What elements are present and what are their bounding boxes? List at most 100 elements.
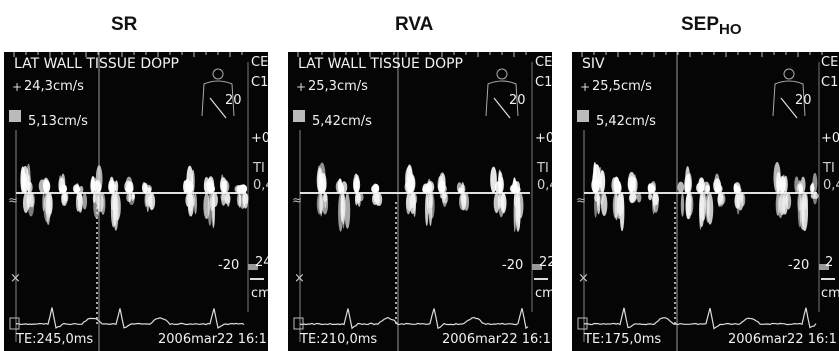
doppler-signal xyxy=(355,185,359,194)
marker-dot xyxy=(96,217,98,219)
marker-dot xyxy=(395,237,397,239)
velocity-1: 24,3cm/s xyxy=(24,79,84,94)
edge-cm: cm xyxy=(535,286,552,301)
doppler-signal xyxy=(100,193,106,215)
doppler-signal xyxy=(620,193,625,214)
doppler-trace-sr: × ≈ + xyxy=(8,52,264,351)
doppler-panel-sr: × ≈ + LAT WALL TISSUE DOPP 24,3cm/s 5,13cm… xyxy=(4,52,268,351)
marker-dot xyxy=(674,207,676,209)
marker-dot xyxy=(96,272,98,274)
plus-marker-icon: + xyxy=(296,80,306,94)
cross-icon: × xyxy=(294,271,305,286)
marker-dot xyxy=(395,272,397,274)
doppler-signal xyxy=(110,193,116,228)
marker-dot xyxy=(395,247,397,249)
cross-icon: × xyxy=(578,271,589,286)
doppler-signal xyxy=(109,176,115,193)
edge-2: C1 xyxy=(821,75,839,90)
doppler-signal xyxy=(124,180,132,193)
doppler-panel-rva: × ≈ + LAT WALL TISSUE DOPP 25,3cm/s 5,42cm… xyxy=(288,52,552,351)
doppler-signal xyxy=(591,170,598,193)
plus-zero: +0 xyxy=(251,131,268,146)
doppler-signal xyxy=(424,193,429,227)
te-readout: TE:210,0ms xyxy=(300,332,378,347)
doppler-signal xyxy=(794,176,799,193)
doppler-signal xyxy=(341,181,348,193)
doppler-signal xyxy=(130,193,135,202)
marker-dot xyxy=(674,217,676,219)
caliper-box-icon xyxy=(9,110,21,122)
marker-dot xyxy=(674,317,676,319)
doppler-signal xyxy=(509,184,518,193)
doppler-signal xyxy=(422,186,428,194)
edge-2: C1 xyxy=(535,75,552,90)
doppler-signal xyxy=(63,193,68,202)
marker-dot xyxy=(674,242,676,244)
title-text: SR xyxy=(111,14,138,35)
scale-marker xyxy=(819,264,829,270)
edge-bottom-number: 24 xyxy=(255,255,268,270)
doppler-signal xyxy=(145,193,151,207)
edge-04: 0,4 xyxy=(537,178,552,193)
doppler-trace-rva: × ≈ + xyxy=(292,52,548,351)
marker-dot xyxy=(395,287,397,289)
marker-dot xyxy=(96,287,98,289)
marker-dot xyxy=(96,222,98,224)
wave-icon: ≈ xyxy=(576,193,586,207)
marker-dot xyxy=(674,212,676,214)
caliper-box-icon xyxy=(577,110,589,122)
ecg-trace xyxy=(15,307,245,329)
doppler-signal xyxy=(82,193,88,210)
marker-dot xyxy=(96,252,98,254)
doppler-signal xyxy=(705,184,711,193)
doppler-signal xyxy=(494,181,502,193)
doppler-signal xyxy=(319,193,323,217)
torso-outline-icon xyxy=(201,80,235,117)
marker-dot xyxy=(96,237,98,239)
marker-dot xyxy=(395,297,397,299)
plus-marker-icon: + xyxy=(12,80,22,94)
marker-dot xyxy=(674,247,676,249)
number-20: 20 xyxy=(509,93,526,108)
doppler-signal xyxy=(775,193,781,216)
doppler-signal xyxy=(812,172,818,193)
doppler-signal xyxy=(649,185,655,193)
marker-dot xyxy=(96,267,98,269)
marker-dot xyxy=(395,217,397,219)
doppler-signal xyxy=(717,193,723,206)
marker-dot xyxy=(96,257,98,259)
marker-dot xyxy=(674,287,676,289)
doppler-signal xyxy=(79,185,84,194)
doppler-signal xyxy=(633,174,637,193)
number-20: 20 xyxy=(795,93,812,108)
velocity-1: 25,5cm/s xyxy=(592,79,652,94)
doppler-signal xyxy=(340,193,344,222)
doppler-signal xyxy=(221,180,227,193)
torso-head-icon xyxy=(783,68,795,80)
plus-zero: +0 xyxy=(535,131,552,146)
velocity-2: 5,42cm/s xyxy=(312,114,372,129)
doppler-signal xyxy=(354,193,358,206)
minus-20: -20 xyxy=(502,258,524,273)
marker-dot xyxy=(96,232,98,234)
doppler-signal xyxy=(596,193,601,215)
te-readout: TE:245,0ms xyxy=(16,332,94,347)
header-text: LAT WALL TISSUE DOPP xyxy=(14,56,179,72)
marker-dot xyxy=(674,227,676,229)
edge-top: CE xyxy=(535,55,552,70)
scale-marker xyxy=(532,264,542,270)
doppler-signal xyxy=(636,193,642,203)
date-readout: 2006mar22 16:1 xyxy=(728,332,837,347)
marker-dot xyxy=(674,222,676,224)
marker-dot xyxy=(395,312,397,314)
doppler-signal xyxy=(680,193,685,217)
title-text: SEP xyxy=(681,14,720,35)
torso-head-icon xyxy=(496,68,508,80)
edge-top: CE xyxy=(821,55,839,70)
doppler-signal xyxy=(207,193,213,226)
panel-title-sr: SR xyxy=(111,14,137,36)
doppler-signal xyxy=(344,193,351,229)
doppler-signal xyxy=(686,173,691,193)
doppler-signal xyxy=(76,193,83,202)
doppler-signal xyxy=(733,182,741,193)
